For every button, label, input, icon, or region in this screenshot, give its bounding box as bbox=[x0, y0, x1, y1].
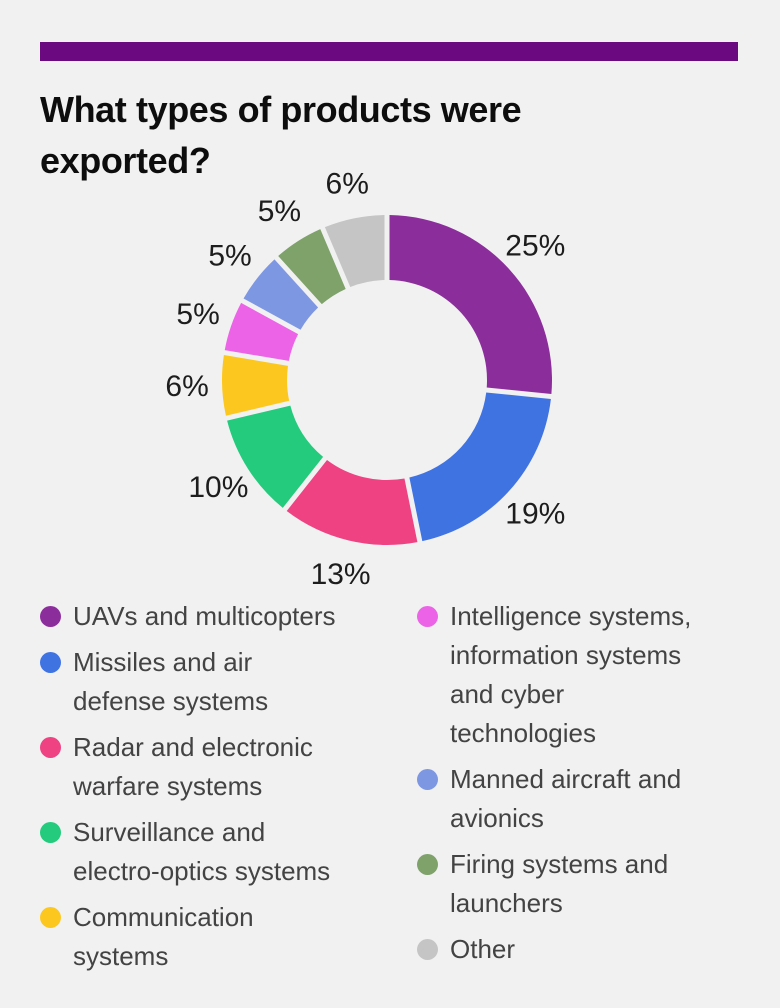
segment-value-label: 5% bbox=[176, 298, 219, 331]
donut-segment-7 bbox=[243, 259, 319, 330]
accent-bar bbox=[40, 42, 738, 61]
legend-label: UAVs and multicopters bbox=[73, 601, 336, 631]
legend-dot bbox=[417, 854, 438, 875]
segment-value-label: 25% bbox=[505, 229, 565, 262]
legend-column-left: UAVs and multicopters Missiles and air de… bbox=[40, 597, 417, 976]
donut-segment-2 bbox=[409, 392, 551, 542]
donut-segment-6 bbox=[224, 302, 299, 361]
legend-label: Other bbox=[450, 934, 516, 964]
donut-segment-3 bbox=[286, 460, 418, 545]
legend-dot bbox=[40, 606, 61, 627]
segment-value-label: 6% bbox=[326, 168, 369, 201]
legend-dot bbox=[40, 907, 61, 928]
legend-label: Radar and electronic warfare systems bbox=[73, 732, 313, 801]
legend-dot bbox=[417, 606, 438, 627]
legend-dot bbox=[417, 769, 438, 790]
donut-segment-9 bbox=[324, 215, 385, 287]
segment-value-label: 6% bbox=[165, 370, 208, 403]
donut-segment-1 bbox=[389, 215, 552, 395]
legend-label: Manned aircraft and avionics bbox=[450, 764, 682, 833]
segment-value-label: 13% bbox=[311, 558, 371, 591]
legend-column-right: Intelligence systems, information system… bbox=[417, 597, 752, 976]
donut-segment-5 bbox=[221, 355, 290, 416]
donut-segment-4 bbox=[227, 405, 324, 508]
legend-item: Surveillance and electro-optics systems bbox=[40, 813, 417, 891]
legend-item: Firing systems and launchers bbox=[417, 845, 752, 923]
legend-item: Intelligence systems, information system… bbox=[417, 597, 752, 753]
legend-label: Missiles and air defense systems bbox=[73, 647, 269, 716]
legend-item: Radar and electronic warfare systems bbox=[40, 728, 417, 806]
page-title: What types of products were exported? bbox=[40, 89, 522, 181]
legend-dot bbox=[417, 939, 438, 960]
legend: UAVs and multicopters Missiles and air de… bbox=[40, 597, 752, 976]
donut-segment-8 bbox=[278, 229, 346, 305]
legend-dot bbox=[40, 822, 61, 843]
legend-item: Communication systems bbox=[40, 898, 417, 976]
segment-value-label: 19% bbox=[505, 498, 565, 531]
legend-item: Other bbox=[417, 930, 752, 969]
legend-label: Intelligence systems, information system… bbox=[450, 601, 692, 748]
segment-value-label: 5% bbox=[258, 195, 301, 228]
segment-value-label: 5% bbox=[208, 240, 251, 273]
legend-item: Missiles and air defense systems bbox=[40, 643, 417, 721]
legend-label: Firing systems and launchers bbox=[450, 849, 669, 918]
legend-label: Communication systems bbox=[73, 902, 254, 971]
legend-item: Manned aircraft and avionics bbox=[417, 760, 752, 838]
legend-dot bbox=[40, 652, 61, 673]
segment-value-label: 10% bbox=[188, 471, 248, 504]
legend-dot bbox=[40, 737, 61, 758]
legend-item: UAVs and multicopters bbox=[40, 597, 417, 636]
legend-label: Surveillance and electro-optics systems bbox=[73, 817, 331, 886]
donut-chart: 25%19%13%10%6%5%5%5%6% bbox=[165, 168, 565, 592]
